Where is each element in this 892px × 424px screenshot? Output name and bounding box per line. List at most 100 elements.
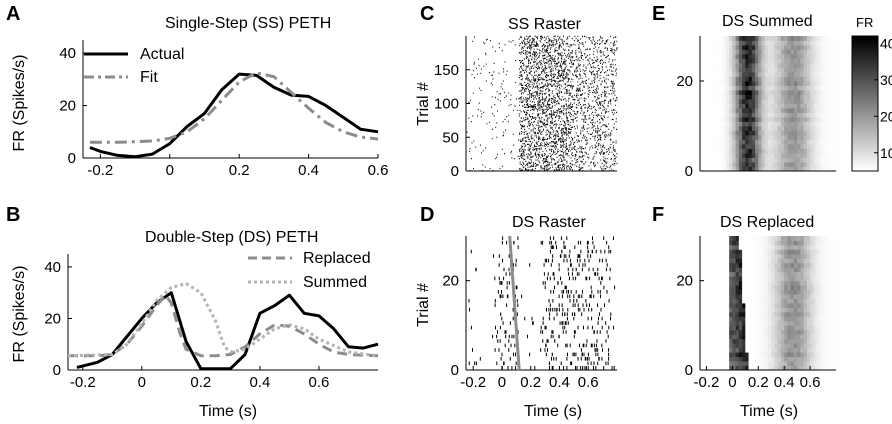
heatmap-cell [709, 63, 714, 68]
heatmap-cell [819, 249, 824, 255]
heatmap-cell [712, 108, 717, 113]
heatmap-cell [774, 72, 779, 77]
heatmap-cell [777, 94, 782, 100]
heatmap-cell [742, 329, 746, 335]
heatmap-cell [703, 148, 707, 154]
heatmap-cell [729, 130, 733, 136]
heatmap-cell [729, 267, 733, 273]
heatmap-cell [800, 307, 805, 313]
heatmap-cell [797, 236, 801, 241]
heatmap-cell [748, 365, 753, 371]
heatmap-cell [819, 311, 824, 317]
heatmap-cell [758, 67, 762, 73]
heatmap-cell [709, 112, 714, 118]
heatmap-cell [832, 316, 837, 322]
heatmap-cell [813, 67, 817, 73]
panel-a-ylabel: FR (Spikes/s) [11, 55, 28, 152]
heatmap-cell [816, 85, 821, 91]
heatmap-cell [725, 352, 730, 357]
heatmap-cell [797, 54, 801, 59]
heatmap-cell [813, 63, 817, 68]
heatmap-cell [758, 294, 762, 299]
heatmap-cell [712, 157, 717, 163]
heatmap-cell [832, 240, 837, 246]
heatmap-cell [722, 67, 727, 73]
y-tick-label: 0 [685, 163, 693, 180]
heatmap-cell [784, 148, 788, 154]
heatmap-cell [803, 81, 808, 86]
heatmap-cell [700, 253, 704, 259]
heatmap-cell [755, 72, 759, 77]
heatmap-cell [700, 162, 704, 167]
heatmap-cell [748, 36, 753, 41]
heatmap-cell [742, 148, 746, 154]
heatmap-cell [755, 130, 759, 136]
heatmap-cell [729, 117, 733, 122]
heatmap-cell [703, 40, 707, 46]
heatmap-cell [729, 343, 733, 349]
heatmap-cell [735, 338, 740, 344]
heatmap-cell [735, 343, 740, 349]
heatmap-cell [729, 280, 733, 286]
heatmap-cell [748, 280, 753, 286]
heatmap-cell [819, 67, 824, 73]
heatmap-cell [764, 166, 769, 172]
heatmap-cell [700, 139, 704, 145]
heatmap-cell [703, 135, 707, 140]
heatmap-cell [777, 294, 782, 299]
heatmap-cell [761, 99, 766, 104]
heatmap-cell [716, 144, 720, 149]
heatmap-cell [725, 63, 730, 68]
heatmap-cell [810, 40, 814, 46]
heatmap-cell [806, 135, 811, 140]
heatmap-cell [729, 276, 733, 282]
heatmap-cell [751, 361, 756, 366]
heatmap-cell [832, 361, 837, 366]
heatmap-cell [706, 135, 711, 140]
heatmap-cell [806, 45, 811, 50]
heatmap-cell [813, 325, 817, 331]
heatmap-cell [774, 58, 779, 64]
heatmap-cell [722, 311, 727, 317]
heatmap-cell [742, 236, 746, 241]
heatmap-cell [758, 63, 762, 68]
heatmap-cell [829, 103, 834, 109]
heatmap-cell [751, 294, 756, 299]
heatmap-cell [748, 271, 753, 277]
heatmap-cell [764, 329, 769, 335]
heatmap-cell [719, 99, 724, 104]
heatmap-cell [761, 144, 766, 149]
heatmap-cell [764, 356, 769, 362]
heatmap-cell [751, 316, 756, 322]
heatmap-cell [755, 285, 759, 290]
heatmap-cell [716, 108, 720, 113]
heatmap-cell [735, 166, 740, 172]
heatmap-cell [771, 90, 775, 95]
heatmap-cell [745, 338, 749, 344]
heatmap-cell [729, 285, 733, 290]
heatmap-cell [810, 365, 814, 371]
heatmap-cell [780, 63, 785, 68]
series-line-fit [89, 71, 379, 144]
heatmap-cell [719, 249, 724, 255]
colorbar-segment [852, 101, 878, 104]
heatmap-cell [793, 90, 798, 95]
heatmap-cell [751, 298, 756, 304]
heatmap-cell [829, 311, 834, 317]
heatmap-cell [810, 316, 814, 322]
legend-replaced-label: Replaced [303, 250, 371, 267]
heatmap-cell [742, 49, 746, 55]
heatmap-cells [700, 236, 837, 371]
heatmap-cell [716, 311, 720, 317]
heatmap-cell [722, 240, 727, 246]
heatmap-cell [732, 307, 737, 313]
heatmap-cell [777, 352, 782, 357]
heatmap-cell [761, 298, 766, 304]
heatmap-cell [703, 112, 707, 118]
heatmap-cell [735, 85, 740, 91]
heatmap-cell [761, 280, 766, 286]
heatmap-cell [797, 49, 801, 55]
heatmap-cell [774, 244, 779, 250]
heatmap-cell [748, 67, 753, 73]
heatmap-cell [722, 262, 727, 268]
